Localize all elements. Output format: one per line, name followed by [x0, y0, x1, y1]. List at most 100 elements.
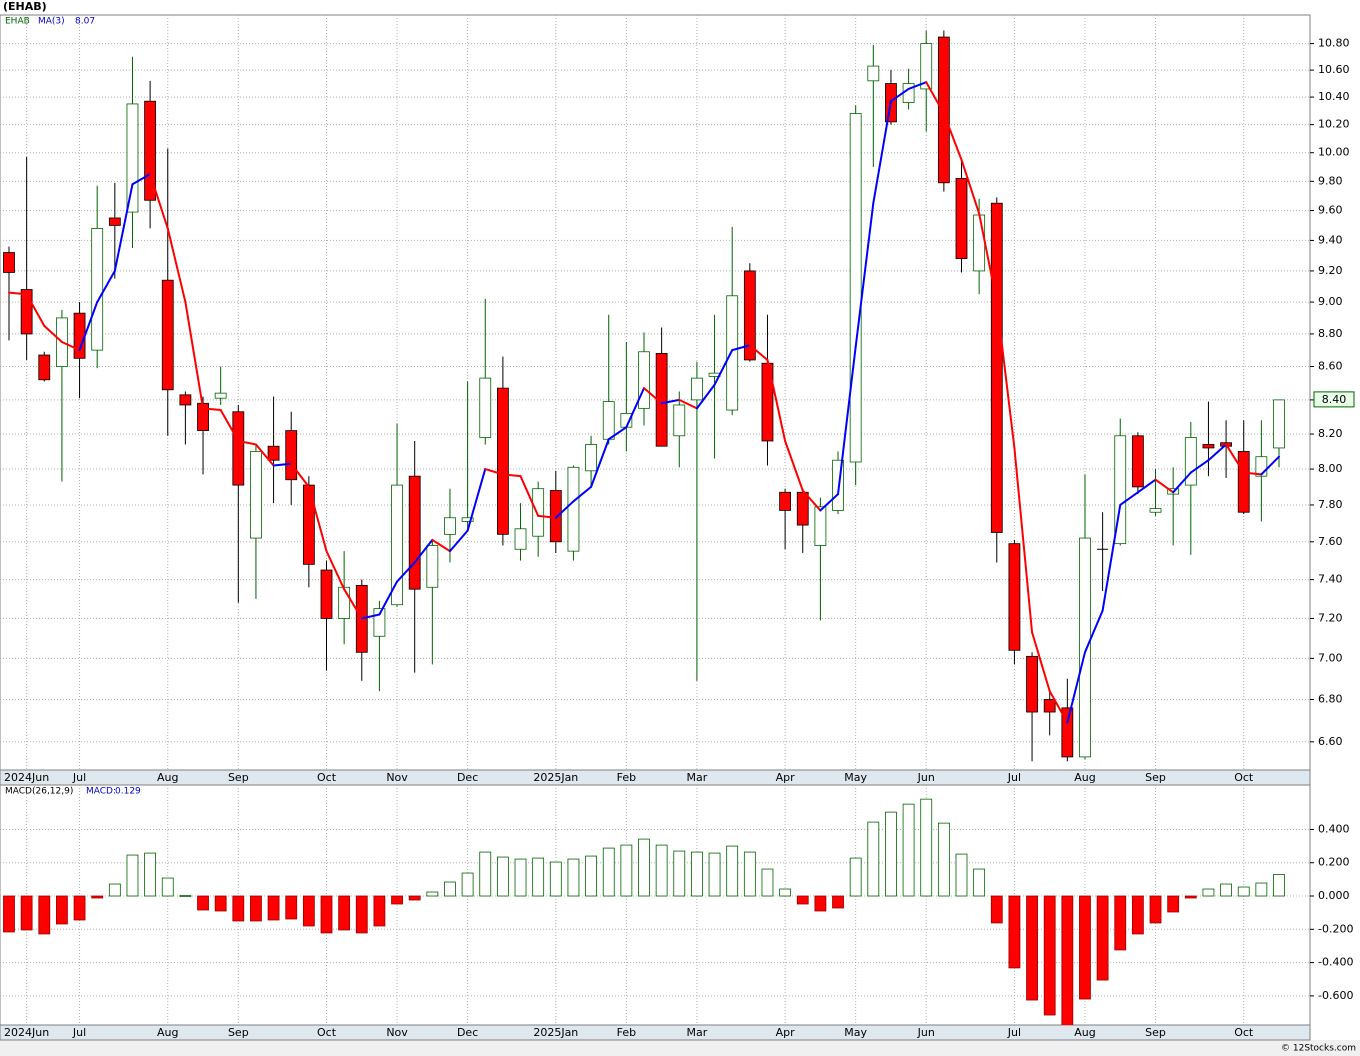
- ma-segment: [801, 489, 822, 512]
- candle-body: [267, 445, 280, 461]
- candle-body: [1237, 451, 1250, 513]
- ma-segment: [1260, 455, 1280, 476]
- candle-body: [990, 202, 1003, 533]
- x-tick-label: Oct: [1234, 1026, 1254, 1039]
- ma-segment: [625, 387, 645, 429]
- y-tick-label: 7.20: [1318, 611, 1343, 624]
- ma-segment: [660, 398, 681, 405]
- macd-bar: [1167, 895, 1180, 913]
- macd-bar: [73, 895, 86, 921]
- y-tick-label: -0.200: [1318, 922, 1353, 935]
- candle-body: [373, 608, 386, 637]
- candle-body: [743, 270, 756, 361]
- macd-bar: [920, 798, 933, 897]
- ma-segment: [237, 439, 257, 446]
- x-tick-label: May: [844, 1026, 867, 1039]
- ma-segment: [448, 529, 469, 553]
- candle-body: [1255, 456, 1268, 477]
- ma-segment: [837, 345, 857, 496]
- ma-segment: [343, 588, 363, 620]
- macd-bar: [214, 895, 227, 912]
- ma-segment: [202, 407, 222, 412]
- y-tick-label: 8.20: [1318, 427, 1343, 440]
- macd-bar: [1255, 882, 1268, 897]
- y-tick-label: 8.80: [1318, 327, 1343, 340]
- candle-body: [585, 444, 597, 472]
- candle-body: [514, 528, 527, 550]
- ma-segment: [590, 438, 610, 488]
- y-tick-label: 8.00: [1318, 462, 1343, 475]
- ma-segment: [960, 158, 981, 215]
- macd-bar: [726, 845, 739, 897]
- y-tick-label: 6.60: [1318, 735, 1343, 748]
- ma-segment: [572, 485, 593, 503]
- candle-body: [955, 178, 968, 260]
- ma-segment: [254, 443, 275, 467]
- macd-bar: [761, 868, 774, 897]
- macd-bar: [655, 844, 668, 897]
- macd-bar: [1184, 895, 1197, 899]
- legend-macd-label: MACD:: [86, 787, 116, 797]
- macd-bar: [1096, 895, 1109, 981]
- x-tick-label: 2024Jun: [4, 1026, 49, 1039]
- macd-bar: [638, 838, 650, 897]
- x-tick-label: Sep: [1145, 1026, 1166, 1039]
- x-tick-label: Oct: [317, 1026, 337, 1039]
- candle-body: [1202, 444, 1215, 449]
- macd-bar: [691, 851, 703, 897]
- macd-bar: [779, 888, 792, 897]
- candle-body: [285, 430, 298, 481]
- candle-body: [1114, 435, 1127, 545]
- last-price-label: 8.40: [1322, 393, 1347, 406]
- candle-body: [532, 488, 545, 537]
- ma-segment: [166, 227, 187, 304]
- x-tick-label: Jul: [1007, 1026, 1021, 1039]
- macd-bar: [514, 858, 527, 897]
- x-tick-label: 2025Jan: [533, 771, 578, 784]
- candle-body: [1008, 543, 1021, 651]
- y-tick-label: 9.80: [1318, 174, 1343, 187]
- candle-body: [973, 214, 986, 272]
- candle-body: [232, 411, 245, 486]
- price-panel: [0, 14, 1311, 771]
- x-tick-label: Aug: [157, 771, 178, 784]
- candle-body: [338, 586, 351, 619]
- candle-body: [391, 484, 403, 606]
- ma-segment: [149, 173, 169, 230]
- ma-segment: [184, 301, 205, 410]
- y-tick-label: 7.00: [1318, 651, 1343, 664]
- legend-macd-value: 0.129: [115, 787, 141, 797]
- macd-bar: [673, 850, 686, 897]
- x-tick-label: Apr: [776, 1026, 796, 1039]
- ma-segment: [1136, 478, 1157, 494]
- ma-segment: [431, 538, 451, 553]
- y-tick-label: 6.80: [1318, 692, 1343, 705]
- candle-body: [567, 466, 580, 552]
- x-tick-label: Feb: [617, 1026, 636, 1039]
- macd-bar: [91, 895, 104, 899]
- ma-segment: [466, 468, 487, 532]
- candle-body: [673, 404, 686, 437]
- x-tick-label: Jul: [72, 1026, 86, 1039]
- candle-body: [479, 377, 492, 438]
- macd-bar: [496, 856, 509, 897]
- macd-bar: [1273, 874, 1285, 897]
- macd-bar: [161, 877, 174, 897]
- candle-body: [91, 228, 104, 351]
- macd-bar: [391, 895, 403, 905]
- candle-body: [38, 354, 51, 381]
- ma-segment: [378, 580, 399, 616]
- macd-bar: [1131, 895, 1144, 935]
- macd-bar: [832, 895, 844, 909]
- x-tick-label: Aug: [1074, 771, 1095, 784]
- ma-segment: [978, 212, 998, 304]
- ma-segment: [907, 81, 928, 90]
- x-tick-label: Jul: [1007, 771, 1021, 784]
- ma-segment: [78, 301, 99, 352]
- x-tick-label: Sep: [228, 771, 249, 784]
- candle-body: [426, 545, 439, 588]
- macd-bar: [197, 895, 209, 911]
- ma-segment: [1048, 690, 1069, 724]
- y-tick-label: 0.400: [1318, 822, 1350, 835]
